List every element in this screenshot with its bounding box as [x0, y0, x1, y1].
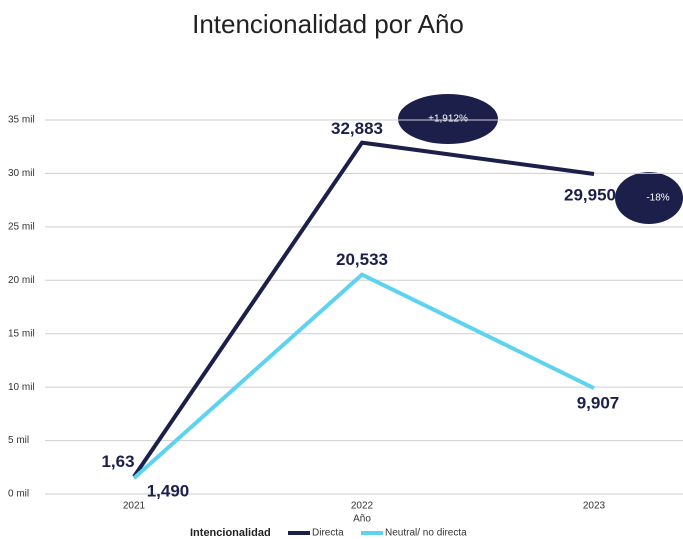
x-tick-label: 2021 [123, 501, 146, 512]
data-label: 9,907 [577, 394, 620, 413]
y-tick-label: 0 mil [8, 489, 29, 500]
annotation: -18% [646, 193, 669, 204]
y-tick-label: 15 mil [8, 328, 35, 339]
chart-title: Intencionalidad por Año [192, 9, 464, 39]
y-tick-label: 5 mil [8, 435, 29, 446]
y-tick-label: 20 mil [8, 275, 35, 286]
legend-label: Neutral/ no directa [385, 528, 467, 539]
x-tick-label: 2023 [583, 501, 606, 512]
legend-title: Intencionalidad [190, 527, 271, 539]
data-label: 29,950 [564, 185, 616, 204]
y-tick-label: 35 mil [8, 115, 35, 126]
annotation-bubble [615, 172, 683, 224]
y-tick-label: 30 mil [8, 168, 35, 179]
data-label: 32,883 [331, 119, 383, 138]
data-label: 20,533 [336, 250, 388, 269]
annotation-bubble [398, 94, 498, 144]
x-tick-label: 2022 [351, 501, 374, 512]
data-label: 1,63 [101, 452, 134, 471]
series-line [132, 272, 595, 480]
data-label: 1,490 [147, 482, 190, 501]
x-axis-label: Año [353, 514, 371, 525]
annotation: +1,912% [428, 114, 468, 125]
y-tick-label: 10 mil [8, 382, 35, 393]
series-line [132, 140, 595, 478]
y-tick-label: 25 mil [8, 221, 35, 232]
legend-label: Directa [312, 528, 344, 539]
